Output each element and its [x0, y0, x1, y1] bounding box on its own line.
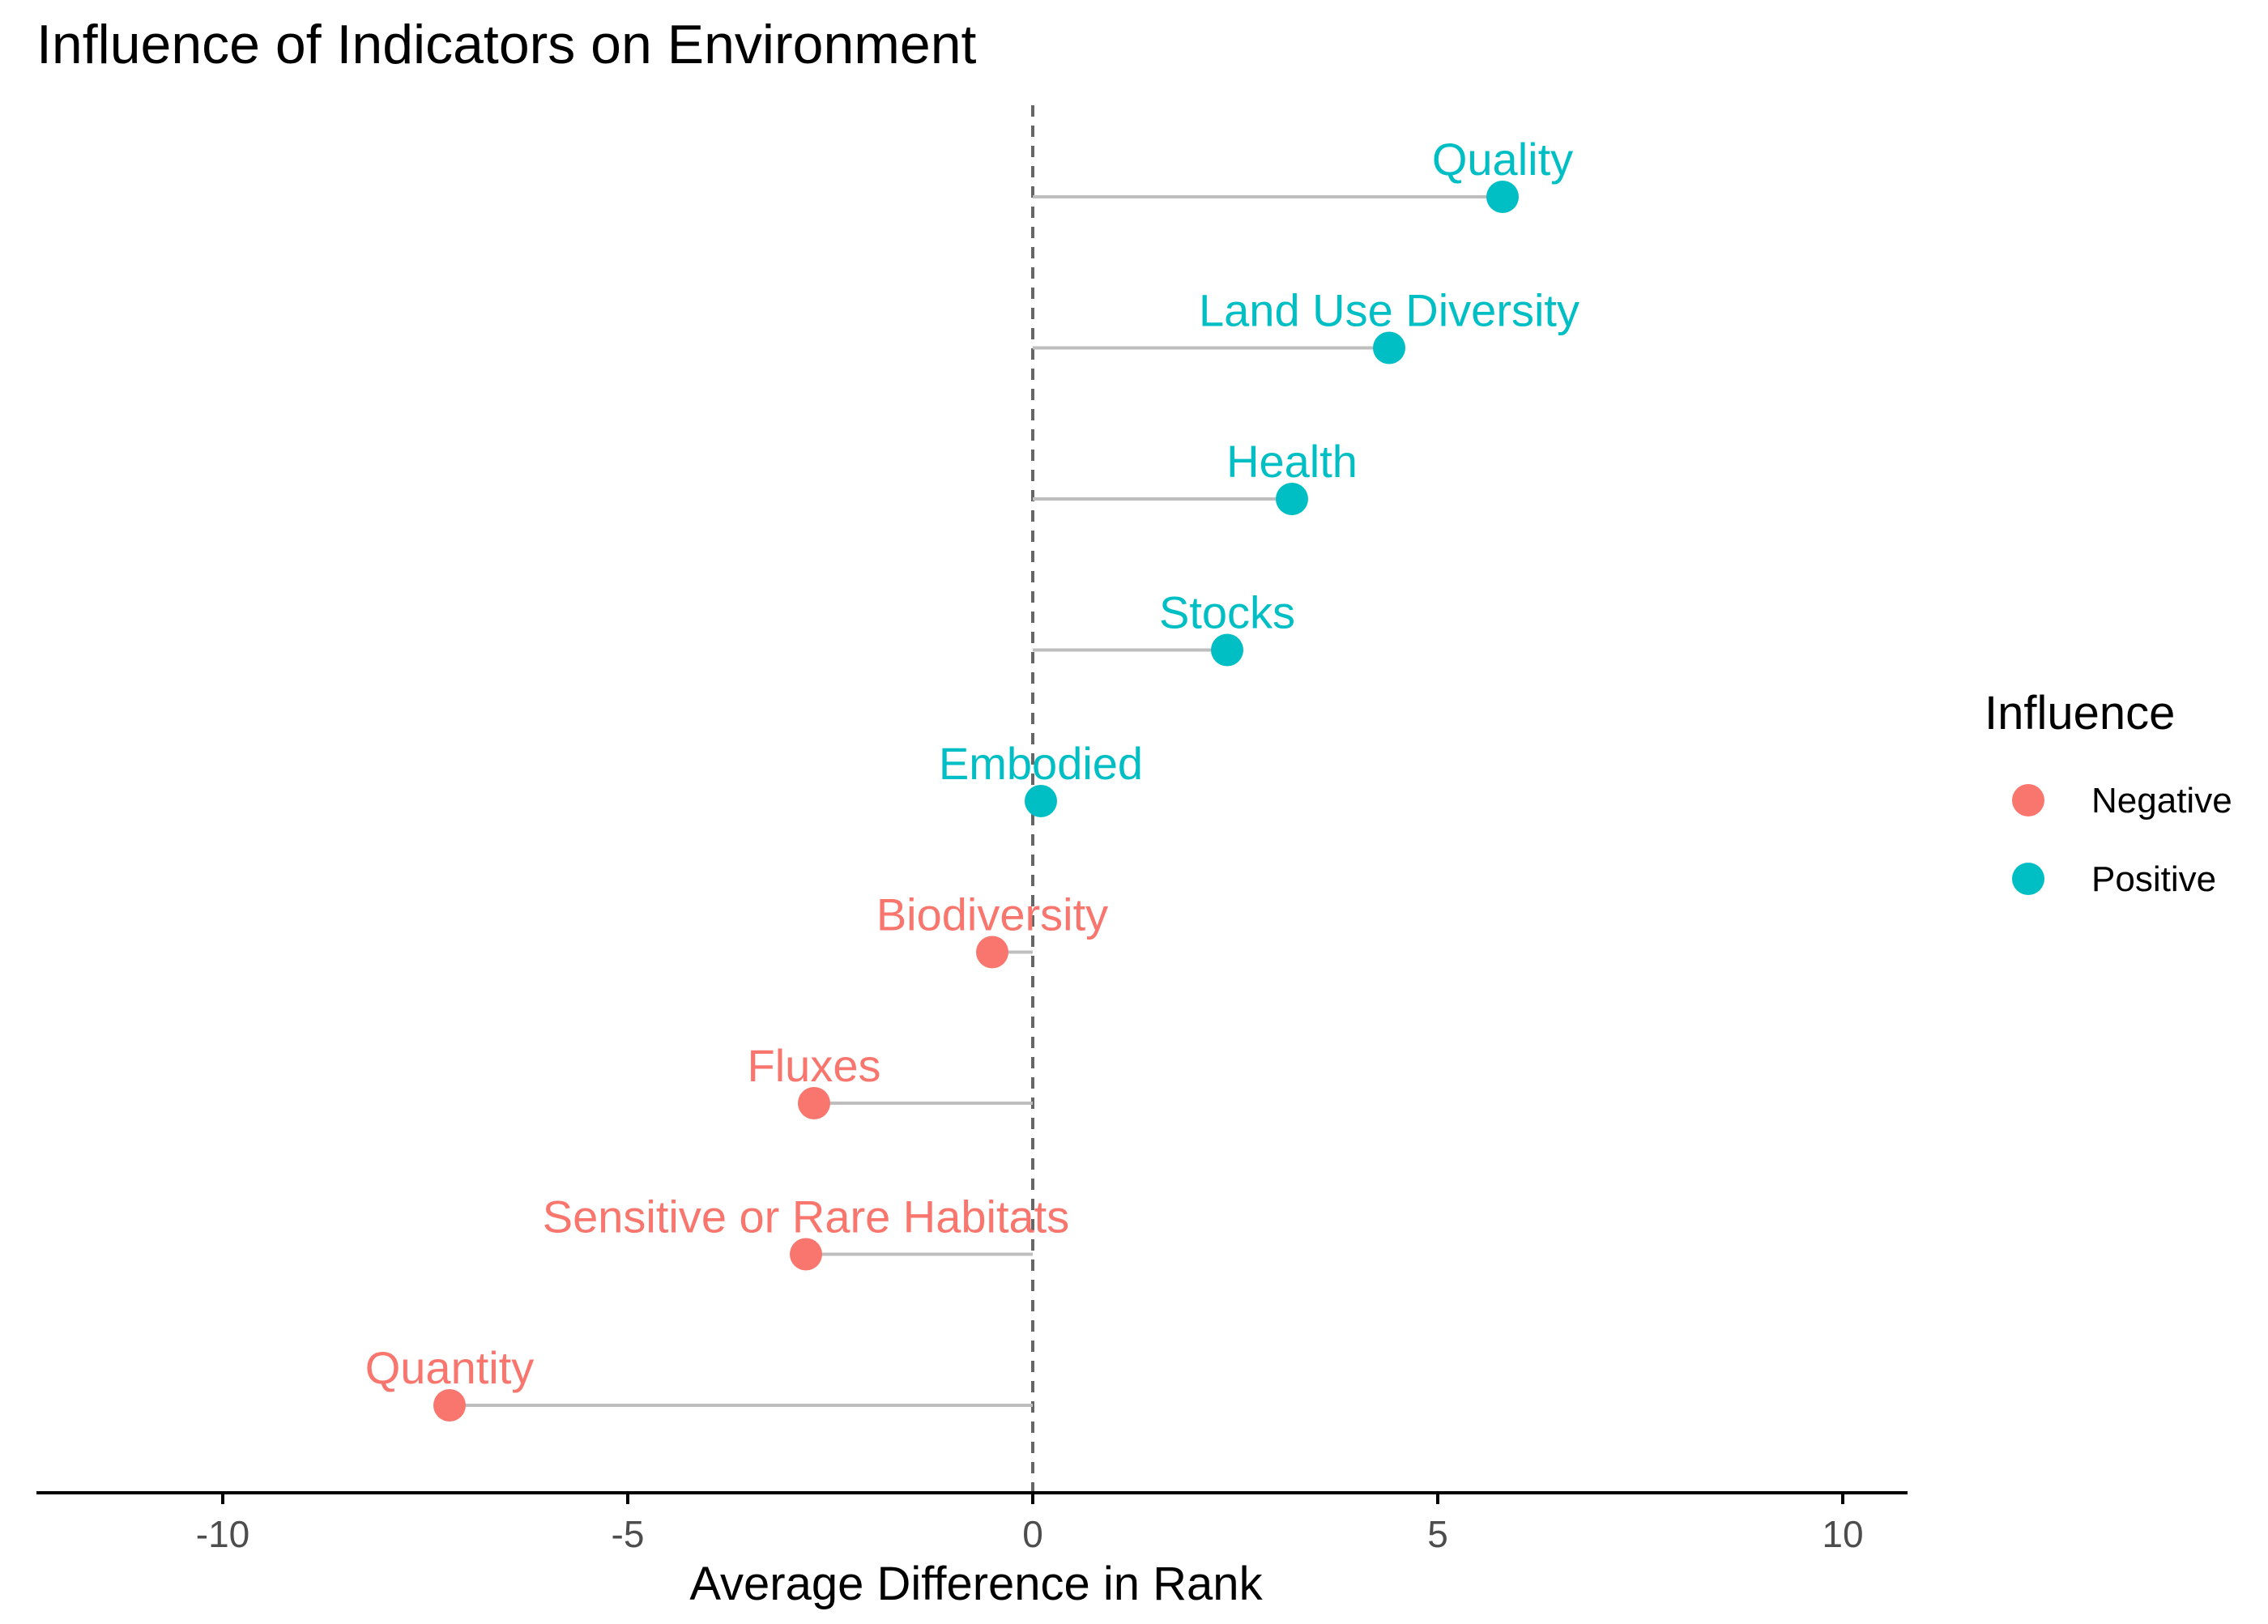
x-tick-label: -5 [612, 1513, 645, 1555]
point-layer [433, 181, 1519, 1422]
legend-key [2012, 784, 2044, 816]
lollipop-point [433, 1389, 466, 1422]
x-axis-title: Average Difference in Rank [689, 1558, 1263, 1610]
point-label: Embodied [939, 738, 1143, 789]
lollipop-point [1211, 633, 1243, 667]
lollipop-point [1276, 483, 1308, 515]
legend-title: Influence [1985, 687, 2175, 740]
lollipop-point [798, 1087, 830, 1119]
legend-entries: Negative Positive [2012, 781, 2232, 899]
point-label: Quality [1432, 134, 1573, 185]
lollipop-point [1486, 181, 1519, 213]
x-tick-label: 0 [1022, 1513, 1043, 1555]
legend: Influence Negative Positive [1985, 687, 2232, 899]
legend-label: Negative [2091, 781, 2232, 821]
legend-key [2012, 863, 2044, 895]
point-label: Stocks [1159, 587, 1295, 638]
point-label-layer: Quality Land Use Diversity Health Stocks Emb… [365, 134, 1580, 1393]
chart-title: Influence of Indicators on Environment [36, 14, 977, 75]
point-label: Health [1226, 436, 1358, 487]
x-tick-label: -10 [196, 1513, 249, 1555]
lollipop-point [790, 1238, 822, 1271]
lollipop-point [1373, 331, 1405, 364]
point-label: Biodiversity [876, 889, 1108, 940]
lollipop-point [976, 936, 1008, 969]
point-label: Land Use Diversity [1199, 285, 1580, 336]
point-label: Sensitive or Rare Habitats [543, 1191, 1070, 1243]
x-tick-label: 5 [1427, 1513, 1448, 1555]
lollipop-point [1025, 785, 1057, 817]
point-label: Quantity [365, 1342, 535, 1393]
point-label: Fluxes [748, 1040, 881, 1091]
x-tick-label: 10 [1822, 1513, 1863, 1555]
x-axis: -10 -5 0 5 10 [36, 1491, 1908, 1555]
legend-label: Positive [2091, 859, 2216, 899]
